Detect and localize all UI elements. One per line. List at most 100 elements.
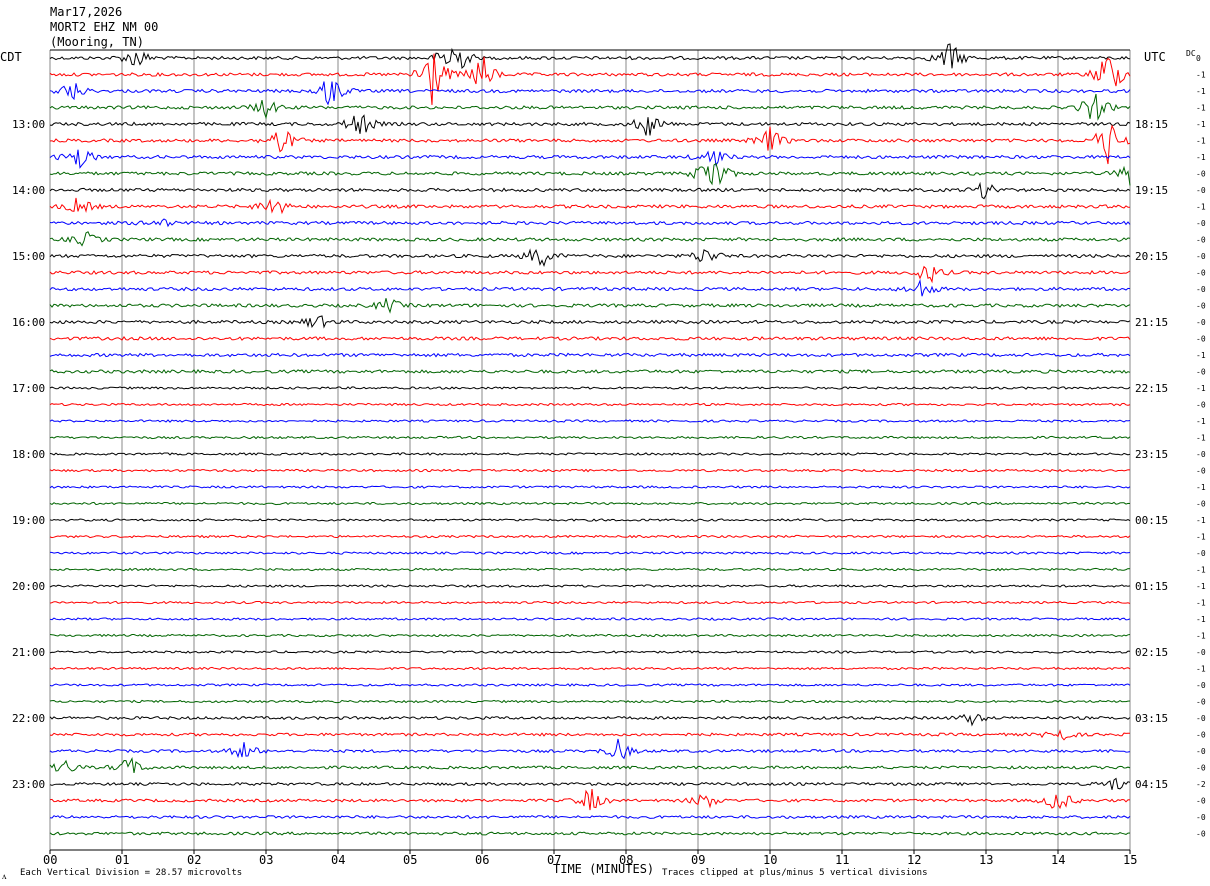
- trace-row-5: [49, 124, 1131, 165]
- trace-row-33: [49, 600, 1131, 605]
- trace-row-18: [49, 352, 1131, 358]
- x-tick-label: 11: [835, 853, 849, 867]
- trace-row-46: [49, 814, 1131, 820]
- trace-row-16: [49, 315, 1131, 329]
- right-axis-title: UTC: [1144, 50, 1166, 64]
- trace-row-40: [49, 713, 1131, 727]
- dc-header: DC: [1186, 49, 1196, 58]
- trace-rows: 0 -1 -1 -1 -1 -1 -1 -0 -0 -1 -0 -0 -0 -0 -0 -0 -0 -0 -1 -0 -…: [49, 43, 1206, 839]
- dc-offset-10: -0: [1196, 219, 1206, 228]
- dc-offset-36: -0: [1196, 648, 1206, 657]
- right-hour-label: 23:15: [1135, 448, 1168, 461]
- trace-row-17: [49, 335, 1131, 341]
- trace-row-19: [49, 369, 1131, 375]
- header-date: Mar17,2026: [50, 5, 122, 19]
- x-tick-label: 01: [115, 853, 129, 867]
- trace-row-43: [49, 756, 1131, 773]
- trace-row-9: [49, 197, 1130, 215]
- x-tick-label: 12: [907, 853, 921, 867]
- x-tick-label: 15: [1123, 853, 1137, 867]
- left-hour-label: 15:00: [12, 250, 45, 263]
- corner-glyph: ᴧ: [2, 872, 7, 882]
- dc-offset-6: -1: [1196, 153, 1206, 162]
- x-axis-ticks: 00 01 02 03 04 05 06 07 08 09 10 11 12 13 14 15: [43, 850, 1137, 867]
- trace-row-25: [49, 468, 1131, 473]
- dc-offset-2: -1: [1196, 87, 1206, 96]
- x-axis-title: TIME (MINUTES): [553, 862, 654, 876]
- trace-row-6: [49, 149, 1131, 169]
- trace-row-15: [49, 298, 1131, 314]
- trace-row-47: [49, 831, 1131, 836]
- right-hour-label: 19:15: [1135, 184, 1168, 197]
- trace-row-8: [49, 181, 1131, 200]
- time-labels: 13:00 18:15 14:00 19:15 15:00 20:15 16:00 21:15…: [12, 118, 1168, 791]
- dc-offset-18: -1: [1196, 351, 1206, 360]
- right-hour-label: 22:15: [1135, 382, 1168, 395]
- trace-row-41: [49, 729, 1130, 741]
- dc-offset-29: -1: [1196, 533, 1206, 542]
- right-hour-label: 18:15: [1135, 118, 1168, 131]
- trace-row-13: [49, 265, 1131, 284]
- left-hour-label: 22:00: [12, 712, 45, 725]
- dc-offset-35: -1: [1196, 632, 1206, 641]
- dc-offset-24: -0: [1196, 450, 1206, 459]
- trace-row-24: [49, 452, 1131, 456]
- dc-offset-3: -1: [1196, 104, 1206, 113]
- dc-offset-4: -1: [1196, 120, 1206, 129]
- right-hour-label: 20:15: [1135, 250, 1168, 263]
- trace-row-10: [49, 218, 1131, 228]
- right-hour-label: 04:15: [1135, 778, 1168, 791]
- x-tick-label: 05: [403, 853, 417, 867]
- dc-offset-45: -0: [1196, 797, 1206, 806]
- trace-row-26: [49, 485, 1131, 489]
- trace-row-23: [49, 435, 1131, 440]
- dc-offset-44: -2: [1196, 780, 1206, 789]
- dc-offset-34: -1: [1196, 615, 1206, 624]
- dc-offset-41: -0: [1196, 731, 1206, 740]
- left-hour-label: 14:00: [12, 184, 45, 197]
- dc-offset-11: -0: [1196, 236, 1206, 245]
- trace-row-7: [49, 162, 1131, 186]
- trace-row-45: [49, 789, 1131, 811]
- dc-offset-7: -0: [1196, 170, 1206, 179]
- dc-offset-32: -1: [1196, 582, 1206, 591]
- dc-offset-19: -0: [1196, 368, 1206, 377]
- trace-row-38: [49, 683, 1131, 687]
- trace-row-14: [49, 278, 1131, 297]
- trace-row-11: [49, 231, 1131, 247]
- dc-offset-8: -0: [1196, 186, 1206, 195]
- trace-row-20: [49, 386, 1131, 390]
- trace-row-34: [49, 617, 1131, 621]
- dc-offset-31: -1: [1196, 566, 1206, 575]
- dc-offset-39: -0: [1196, 698, 1206, 707]
- dc-offset-27: -0: [1196, 500, 1206, 509]
- left-hour-label: 19:00: [12, 514, 45, 527]
- x-tick-label: 13: [979, 853, 993, 867]
- dc-offset-1: -1: [1196, 71, 1206, 80]
- right-hour-label: 03:15: [1135, 712, 1168, 725]
- dc-offset-16: -0: [1196, 318, 1206, 327]
- dc-offset-37: -1: [1196, 665, 1206, 674]
- trace-row-29: [49, 534, 1131, 539]
- trace-row-2: [49, 81, 1131, 106]
- trace-row-42: [49, 738, 1131, 760]
- header-station: MORT2 EHZ NM 00: [50, 20, 158, 34]
- dc-offset-15: -0: [1196, 302, 1206, 311]
- dc-offset-38: -0: [1196, 681, 1206, 690]
- trace-row-22: [49, 419, 1131, 423]
- left-hour-label: 20:00: [12, 580, 45, 593]
- dc-offset-40: -0: [1196, 714, 1206, 723]
- dc-offset-9: -1: [1196, 203, 1206, 212]
- dc-offset-13: -0: [1196, 269, 1206, 278]
- left-axis-title: CDT: [0, 50, 22, 64]
- trace-row-27: [49, 501, 1131, 506]
- x-tick-label: 10: [763, 853, 777, 867]
- x-tick-label: 06: [475, 853, 489, 867]
- right-hour-label: 02:15: [1135, 646, 1168, 659]
- dc-offset-0: 0: [1196, 54, 1201, 63]
- x-tick-label: 08: [619, 853, 633, 867]
- dc-offset-12: -0: [1196, 252, 1206, 261]
- dc-offset-28: -1: [1196, 516, 1206, 525]
- dc-offset-42: -0: [1196, 747, 1206, 756]
